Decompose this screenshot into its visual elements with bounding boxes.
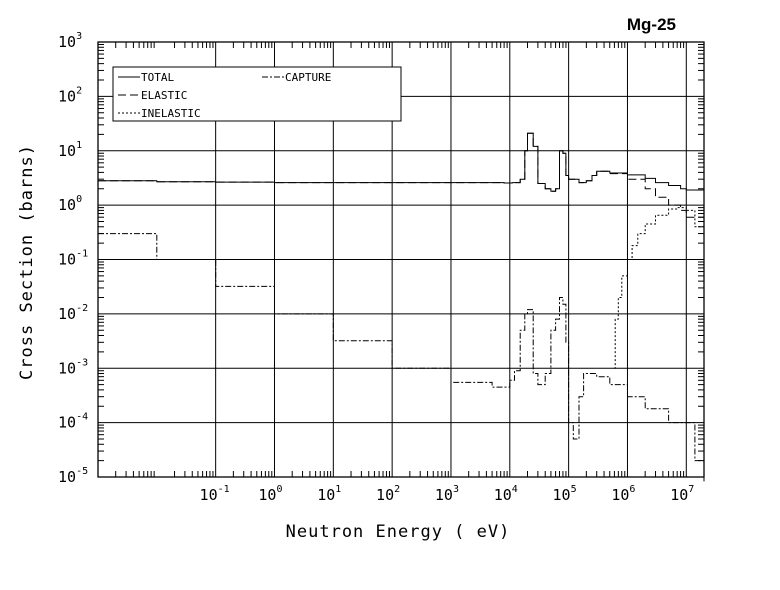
y-tick-label: 10-5 bbox=[58, 466, 88, 486]
y-tick-label: 103 bbox=[58, 31, 82, 51]
y-axis-title: Cross Section (barns) bbox=[17, 144, 37, 380]
series-capture bbox=[98, 233, 705, 483]
x-tick-labels: 10-1 100 101 102 103 104 105 106 107 bbox=[200, 484, 695, 504]
y-tick-label: 100 bbox=[58, 194, 82, 214]
x-tick-label: 103 bbox=[435, 484, 459, 504]
x-axis-title: Neutron Energy ( eV) bbox=[286, 522, 511, 542]
series-layer bbox=[98, 132, 705, 483]
legend: TOTAL ELASTIC INELASTIC CAPTURE bbox=[112, 66, 402, 122]
plot-frame bbox=[97, 41, 705, 478]
x-tick-label: 104 bbox=[494, 484, 518, 504]
series-elastic bbox=[98, 132, 705, 256]
legend-label-capture: CAPTURE bbox=[285, 71, 331, 84]
x-tick-label: 102 bbox=[376, 484, 400, 504]
x-tick-label: 106 bbox=[611, 484, 635, 504]
legend-label-elastic: ELASTIC bbox=[141, 89, 187, 102]
x-tick-label: 10-1 bbox=[200, 484, 230, 504]
legend-label-total: TOTAL bbox=[141, 71, 174, 84]
chart-title: Mg-25 bbox=[627, 15, 676, 34]
y-tick-label: 101 bbox=[58, 140, 82, 160]
x-tick-label: 100 bbox=[258, 484, 282, 504]
y-tick-label: 10-4 bbox=[58, 412, 88, 432]
y-tick-label: 10-2 bbox=[58, 303, 88, 323]
x-tick-label: 107 bbox=[670, 484, 694, 504]
legend-label-inelastic: INELASTIC bbox=[141, 107, 201, 120]
legend-box bbox=[112, 66, 402, 122]
x-tick-label: 105 bbox=[553, 484, 577, 504]
y-tick-label: 10-3 bbox=[58, 357, 88, 377]
y-tick-label: 102 bbox=[58, 85, 82, 105]
y-tick-label: 10-1 bbox=[58, 249, 88, 269]
y-tick-labels: 10-5 10-4 10-3 10-2 10-1 100 101 102 103 bbox=[58, 31, 88, 486]
series-inelastic bbox=[614, 207, 705, 369]
x-tick-label: 101 bbox=[317, 484, 341, 504]
